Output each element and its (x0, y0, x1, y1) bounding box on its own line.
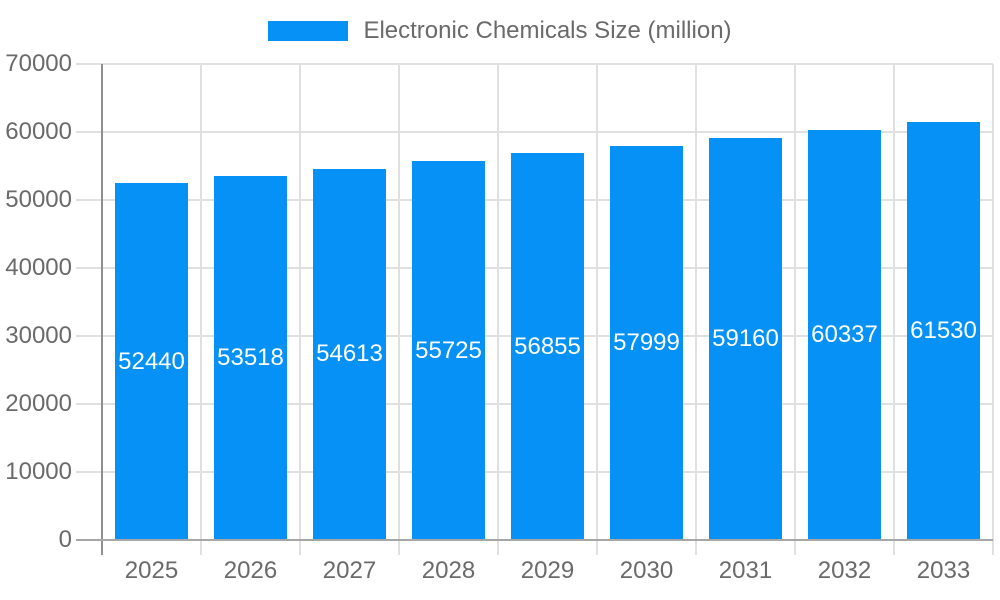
y-tick-label: 50000 (5, 186, 72, 213)
x-tick-label: 2028 (421, 557, 476, 584)
y-tick-label: 30000 (5, 322, 72, 349)
x-gridline (596, 64, 598, 555)
bar (709, 137, 782, 540)
x-gridline (299, 64, 301, 555)
x-gridline (992, 64, 994, 555)
y-tick-label: 60000 (5, 118, 72, 145)
x-tick-label: 2029 (520, 557, 575, 584)
x-gridline (200, 64, 202, 555)
bar (313, 168, 386, 540)
bar-value-label: 59160 (712, 324, 779, 352)
x-gridline (497, 64, 499, 555)
y-tick-label: 70000 (5, 50, 72, 77)
chart-legend: Electronic Chemicals Size (million) (0, 17, 1000, 45)
x-tick-label: 2030 (619, 557, 674, 584)
legend-swatch-icon (268, 21, 349, 41)
x-tick-label: 2027 (322, 557, 377, 584)
bar-value-label: 56855 (514, 332, 581, 360)
y-gridline (76, 131, 993, 133)
x-gridline (695, 64, 697, 555)
y-tick-label: 40000 (5, 254, 72, 281)
bar (511, 153, 584, 540)
y-gridline (76, 63, 993, 65)
bar-value-label: 55725 (415, 336, 482, 364)
x-tick-label: 2033 (916, 557, 971, 584)
bar (907, 121, 980, 540)
bar (808, 129, 881, 540)
legend-label: Electronic Chemicals Size (million) (363, 17, 732, 44)
bar-value-label: 60337 (811, 320, 878, 348)
bar-value-label: 53518 (217, 344, 284, 372)
x-gridline (794, 64, 796, 555)
bar-value-label: 54613 (316, 340, 383, 368)
bar-value-label: 52440 (118, 347, 185, 375)
bar-value-label: 57999 (613, 328, 680, 356)
y-tick-label: 10000 (5, 458, 72, 485)
x-tick-label: 2026 (223, 557, 278, 584)
bar-value-label: 61530 (910, 316, 977, 344)
x-axis-baseline (76, 539, 993, 541)
bar (412, 161, 485, 540)
x-gridline (398, 64, 400, 555)
y-axis-line (101, 64, 103, 555)
bar (115, 183, 188, 540)
x-tick-label: 2032 (817, 557, 872, 584)
x-gridline (893, 64, 895, 555)
x-tick-label: 2025 (124, 557, 179, 584)
bar (610, 145, 683, 540)
x-tick-label: 2031 (718, 557, 773, 584)
bar (214, 176, 287, 540)
y-tick-label: 20000 (5, 390, 72, 417)
y-tick-label: 0 (58, 526, 72, 553)
